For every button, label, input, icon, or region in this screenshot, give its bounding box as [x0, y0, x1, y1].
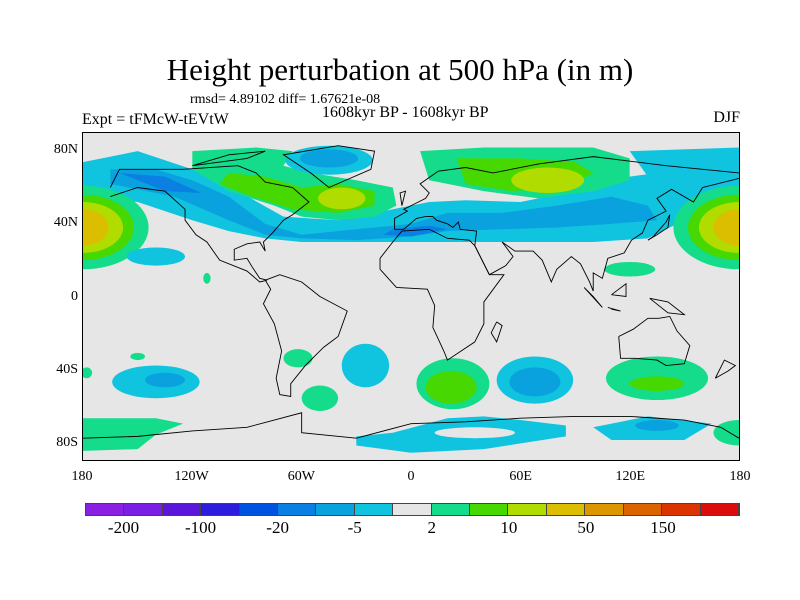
contour-map	[83, 133, 739, 460]
colorbar-label: -20	[266, 518, 289, 537]
colorbar-box	[546, 504, 586, 515]
coastline	[619, 316, 690, 365]
contour-region	[629, 376, 685, 391]
colorbar-label: 150	[650, 518, 676, 537]
coastline	[283, 146, 374, 188]
contour-region	[629, 147, 739, 181]
plot-title: Height perturbation at 500 hPa (in m)	[166, 52, 634, 87]
contour-region	[318, 187, 366, 210]
colorbar-box	[431, 504, 471, 515]
negative-anomaly-core	[119, 172, 202, 193]
contour-region	[83, 367, 93, 379]
coastline	[650, 298, 685, 314]
coastline	[395, 157, 739, 230]
contour-fields	[83, 145, 739, 453]
coastline	[608, 307, 621, 311]
colorbar-box	[278, 504, 317, 515]
coastline	[395, 178, 739, 291]
colorbar-box	[124, 504, 163, 515]
lat-tick-label: 40S	[56, 361, 78, 377]
contour-region	[144, 372, 186, 388]
coastline	[110, 166, 309, 282]
map-panel	[82, 132, 740, 461]
contour-region	[299, 149, 359, 168]
lon-tick-label: 60W	[287, 469, 315, 484]
lat-tick-label: 80S	[56, 434, 78, 450]
contour-region	[509, 367, 561, 397]
colorbar-label: 2	[427, 518, 437, 537]
negative-anomaly-region	[341, 343, 390, 388]
coastline	[491, 322, 502, 342]
contour-region	[130, 352, 145, 361]
lon-tick-label: 120E	[615, 469, 646, 484]
lon-tick-label: 60E	[509, 469, 532, 484]
lat-tick-label: 80N	[53, 142, 78, 158]
coastline	[263, 275, 347, 397]
colorbar-label: 10	[500, 518, 518, 537]
coastline	[584, 287, 602, 307]
contour-region	[83, 209, 109, 246]
colorbar-box	[585, 504, 624, 515]
colorbar-label: 50	[577, 518, 595, 537]
contour-region	[635, 420, 679, 431]
colorbar-box	[508, 504, 547, 515]
coastlines	[83, 146, 739, 438]
lat-tick-label: 40N	[53, 215, 78, 231]
contour-region	[283, 349, 313, 368]
period-label: 1608kyr BP - 1608kyr BP	[322, 104, 489, 121]
coastline	[648, 215, 670, 240]
colorbar-box	[700, 504, 739, 515]
colorbar-label: -100	[184, 518, 217, 537]
contour-region	[434, 427, 515, 439]
colorbar-box	[86, 504, 125, 515]
colorbar-box	[662, 504, 701, 515]
colorbar-label: -200	[107, 518, 140, 537]
contour-region	[713, 420, 739, 446]
contour-region	[203, 272, 211, 284]
positive-anomaly-region	[83, 418, 184, 451]
negative-anomaly-core	[110, 169, 658, 241]
colorbar-box	[354, 504, 394, 515]
colorbar	[85, 503, 740, 516]
colorbar-box	[470, 504, 509, 515]
colorbar-box	[393, 504, 432, 515]
colorbar-box	[201, 504, 240, 515]
coastline	[83, 413, 739, 438]
coastline	[192, 151, 265, 166]
colorbar-box	[239, 504, 279, 515]
coastline	[380, 229, 504, 360]
contour-region	[301, 385, 339, 411]
lon-tick-label: 0	[407, 469, 415, 484]
colorbar-box	[162, 504, 202, 515]
stats-label: rmsd= 4.89102 diff= 1.67621e-08	[190, 92, 381, 107]
experiment-label: Expt = tFMcW-tEVtW	[82, 111, 229, 128]
coastline	[715, 360, 735, 378]
season-label: DJF	[713, 109, 740, 126]
lon-tick-label: 120W	[174, 469, 209, 484]
lat-tick-label: 0	[71, 288, 78, 304]
lon-tick-label: 180	[71, 469, 93, 484]
lon-tick-label: 180	[729, 469, 751, 484]
contour-region	[511, 167, 585, 193]
colorbar-label: -5	[347, 518, 362, 537]
contour-region	[604, 261, 656, 277]
colorbar-box	[316, 504, 355, 515]
colorbar-box	[623, 504, 663, 515]
contour-region	[126, 247, 186, 266]
coastline	[611, 284, 626, 297]
contour-region	[425, 370, 477, 404]
coastline	[400, 191, 405, 206]
contour-region	[713, 209, 739, 246]
